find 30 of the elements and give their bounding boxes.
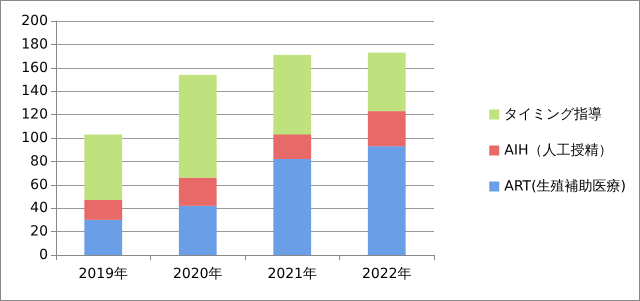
y-tick-label: 40 <box>30 200 48 216</box>
bar <box>178 74 217 178</box>
y-tick-label: 140 <box>21 83 48 100</box>
y-tick-label: 0 <box>39 247 48 263</box>
bar <box>273 54 312 134</box>
x-tick-label: 2021年 <box>267 266 318 282</box>
y-tick-label: 80 <box>30 153 48 170</box>
bar <box>178 178 217 206</box>
bar <box>84 134 122 200</box>
legend-label: タイミング指導 <box>504 106 602 122</box>
y-tick-label: 20 <box>30 224 48 240</box>
bar <box>273 159 312 255</box>
y-tick-label: 60 <box>30 176 48 193</box>
legend-label: AIH（人工授精） <box>504 142 612 158</box>
x-tick-label: 2019年 <box>78 266 128 282</box>
bar <box>84 200 122 220</box>
y-tick-label: 120 <box>21 106 48 123</box>
legend-label: ART(生殖補助医療) <box>504 178 626 194</box>
y-tick-label: 100 <box>21 130 48 146</box>
y-tick-label: 180 <box>21 36 48 52</box>
bar <box>368 111 406 146</box>
y-tick-label: 200 <box>21 13 48 29</box>
x-tick-label: 2020年 <box>172 266 223 282</box>
bar <box>178 206 217 255</box>
bar <box>368 146 406 255</box>
y-tick-label: 160 <box>21 60 48 76</box>
bar <box>273 134 312 160</box>
bar <box>368 52 406 112</box>
bar <box>84 220 122 255</box>
x-tick-label: 2022年 <box>362 266 412 282</box>
